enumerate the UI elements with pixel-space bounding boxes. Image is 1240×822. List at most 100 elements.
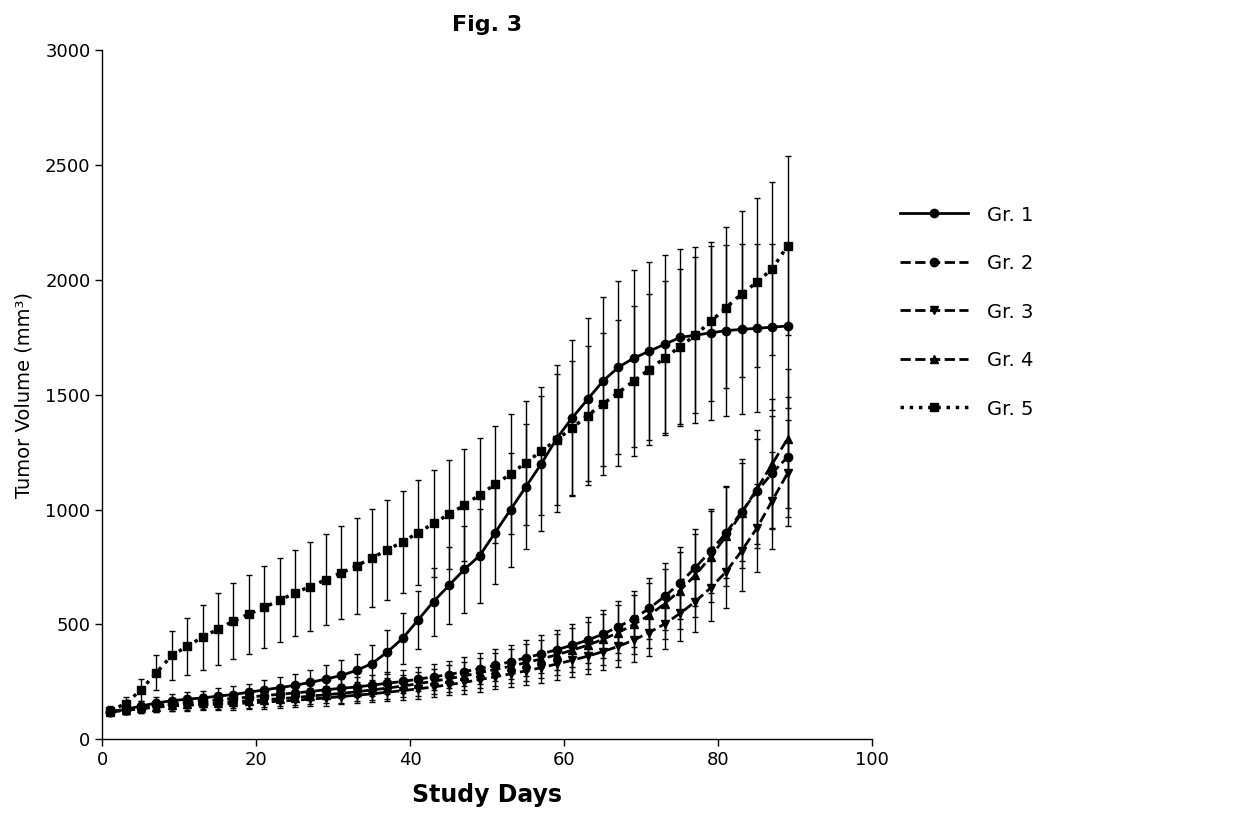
Gr. 4 (518, 658, 533, 667)
Gr. 4 (703, 552, 718, 561)
Gr. 2 (518, 653, 533, 663)
Gr. 2 (503, 657, 518, 667)
Gr. 1 (549, 433, 564, 443)
Gr. 3 (734, 546, 749, 556)
Gr. 2 (164, 699, 179, 709)
Gr. 5 (749, 278, 764, 288)
Gr. 3 (164, 701, 179, 711)
Gr. 2 (334, 683, 348, 693)
Gr. 5 (672, 342, 687, 352)
Gr. 1 (472, 551, 487, 561)
Gr. 1 (272, 683, 286, 693)
Gr. 5 (242, 609, 257, 619)
Gr. 4 (103, 707, 118, 717)
Gr. 1 (319, 674, 334, 684)
Gr. 3 (350, 690, 365, 700)
Gr. 1 (427, 597, 441, 607)
Gr. 5 (472, 490, 487, 500)
Gr. 2 (657, 592, 672, 602)
Gr. 1 (580, 395, 595, 404)
Gr. 5 (195, 632, 210, 642)
Gr. 3 (134, 704, 149, 713)
Gr. 5 (503, 469, 518, 479)
Line: Gr. 2: Gr. 2 (105, 453, 792, 716)
Gr. 2 (441, 670, 456, 680)
Gr. 1 (672, 333, 687, 343)
Gr. 1 (456, 565, 471, 575)
Gr. 3 (456, 677, 471, 687)
Gr. 1 (441, 580, 456, 590)
Gr. 2 (288, 688, 303, 698)
Gr. 3 (780, 468, 795, 478)
Gr. 1 (257, 685, 272, 695)
Gr. 2 (319, 685, 334, 695)
Line: Gr. 4: Gr. 4 (105, 434, 792, 716)
Gr. 4 (288, 693, 303, 703)
Gr. 4 (657, 599, 672, 609)
Gr. 1 (379, 647, 394, 657)
Gr. 1 (288, 681, 303, 690)
Gr. 5 (211, 624, 226, 634)
Gr. 1 (595, 376, 610, 386)
Gr. 3 (688, 597, 703, 607)
Gr. 4 (134, 704, 149, 713)
Gr. 5 (396, 537, 410, 547)
Gr. 4 (780, 433, 795, 443)
Gr. 4 (396, 681, 410, 691)
Gr. 2 (257, 690, 272, 700)
Gr. 2 (410, 674, 425, 684)
Gr. 3 (564, 655, 579, 665)
Gr. 4 (688, 570, 703, 580)
Gr. 5 (595, 399, 610, 409)
Gr. 2 (379, 678, 394, 688)
Gr. 3 (580, 651, 595, 661)
Gr. 2 (149, 700, 164, 710)
Gr. 4 (350, 687, 365, 697)
Gr. 4 (580, 640, 595, 650)
Gr. 5 (164, 650, 179, 660)
Gr. 4 (441, 674, 456, 684)
Gr. 3 (765, 496, 780, 506)
Gr. 2 (472, 663, 487, 673)
Gr. 1 (226, 690, 241, 700)
Gr. 5 (118, 699, 133, 709)
Gr. 1 (211, 691, 226, 701)
Gr. 4 (456, 671, 471, 681)
Gr. 5 (765, 264, 780, 274)
Gr. 4 (549, 650, 564, 660)
Gr. 1 (334, 671, 348, 681)
Gr. 4 (272, 694, 286, 704)
Gr. 1 (688, 330, 703, 340)
Gr. 5 (441, 510, 456, 520)
Gr. 2 (749, 487, 764, 496)
Gr. 5 (518, 458, 533, 468)
Gr. 3 (534, 663, 549, 672)
Gr. 2 (595, 629, 610, 639)
Gr. 1 (164, 695, 179, 705)
Gr. 1 (134, 701, 149, 711)
Gr. 2 (688, 562, 703, 572)
Gr. 5 (719, 302, 734, 312)
Gr. 4 (164, 700, 179, 710)
Gr. 3 (180, 700, 195, 710)
Gr. 5 (580, 411, 595, 421)
Gr. 5 (350, 561, 365, 570)
Gr. 5 (641, 365, 656, 375)
Gr. 1 (195, 693, 210, 703)
Line: Gr. 5: Gr. 5 (105, 242, 792, 715)
Gr. 5 (410, 528, 425, 538)
Gr. 5 (272, 595, 286, 605)
Gr. 1 (180, 695, 195, 704)
Gr. 2 (427, 672, 441, 681)
Gr. 2 (456, 667, 471, 677)
Gr. 3 (211, 700, 226, 709)
Gr. 2 (195, 695, 210, 705)
Gr. 4 (410, 679, 425, 689)
Gr. 5 (564, 423, 579, 433)
Gr. 5 (427, 519, 441, 529)
Gr. 2 (549, 644, 564, 654)
Gr. 2 (134, 703, 149, 713)
Gr. 5 (103, 705, 118, 715)
Gr. 5 (456, 500, 471, 510)
Gr. 1 (765, 322, 780, 332)
